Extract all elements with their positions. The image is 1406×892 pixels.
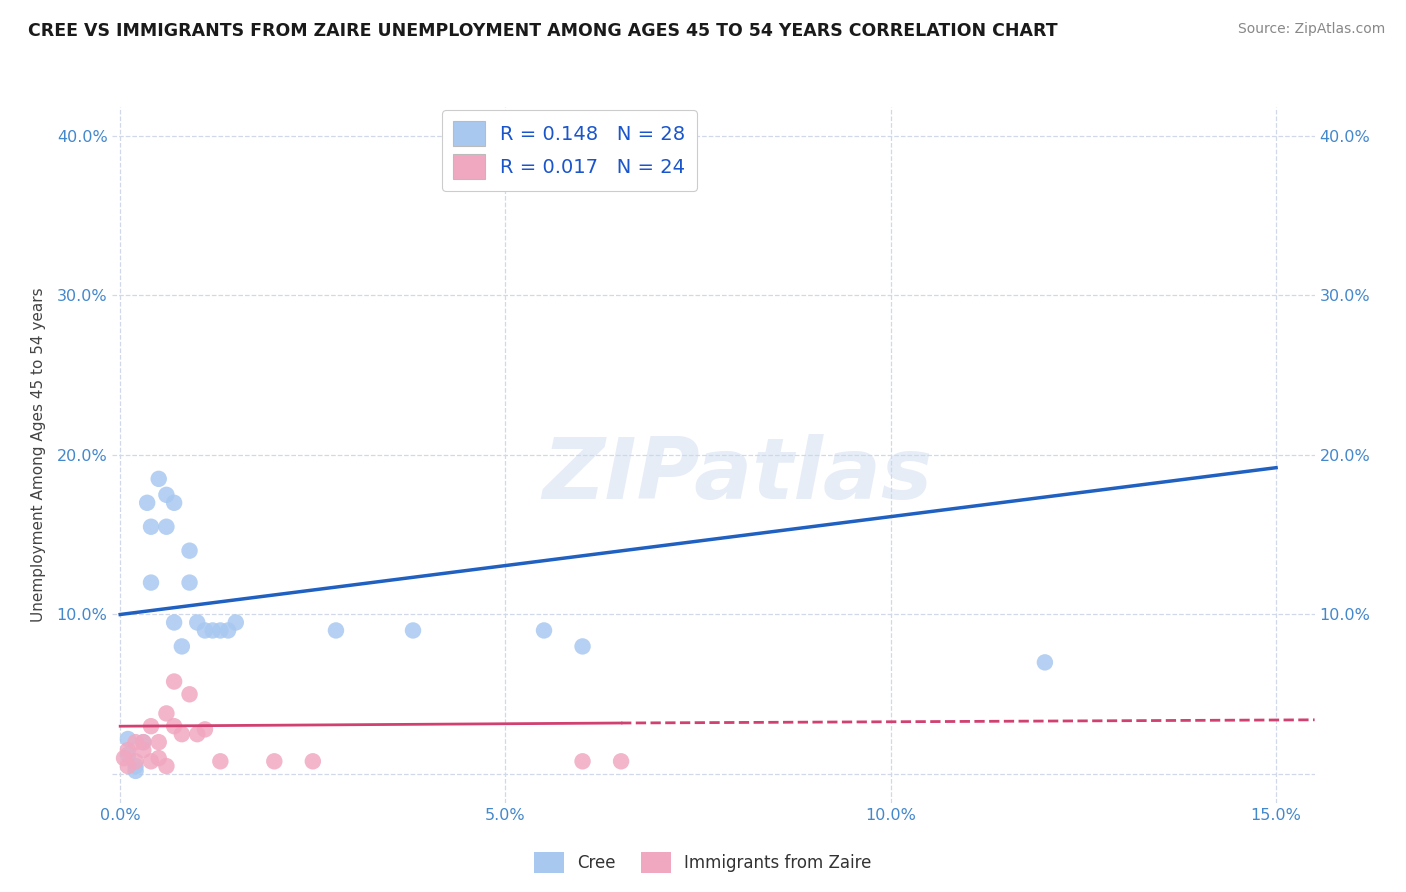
Point [571,754,593,768]
Point [179,575,201,590]
Point [301,754,323,768]
Text: ZIPatlas: ZIPatlas [543,434,932,517]
Point [136,496,159,510]
Point [124,735,146,749]
Point [163,615,186,630]
Point [117,731,139,746]
Point [179,543,201,558]
Point [148,472,170,486]
Point [124,754,146,768]
Point [139,575,162,590]
Point [170,640,193,654]
Legend: R = 0.148   N = 28, R = 0.017   N = 24: R = 0.148 N = 28, R = 0.017 N = 24 [441,110,697,191]
Legend: Cree, Immigrants from Zaire: Cree, Immigrants from Zaire [527,846,879,880]
Point [533,624,555,638]
Text: CREE VS IMMIGRANTS FROM ZAIRE UNEMPLOYMENT AMONG AGES 45 TO 54 YEARS CORRELATION: CREE VS IMMIGRANTS FROM ZAIRE UNEMPLOYME… [28,22,1057,40]
Point [225,615,247,630]
Point [263,754,285,768]
Point [194,624,217,638]
Point [124,764,146,778]
Point [163,719,186,733]
Point [194,723,217,737]
Point [139,719,162,733]
Point [148,751,170,765]
Point [209,624,232,638]
Point [155,759,177,773]
Point [325,624,347,638]
Point [217,624,239,638]
Point [186,615,208,630]
Point [124,759,146,773]
Point [139,520,162,534]
Point [112,751,135,765]
Point [155,706,177,721]
Point [117,743,139,757]
Point [201,624,224,638]
Point [155,520,177,534]
Point [117,759,139,773]
Point [610,754,633,768]
Point [170,727,193,741]
Point [132,735,155,749]
Point [163,674,186,689]
Point [186,727,208,741]
Point [117,747,139,762]
Point [179,687,201,701]
Point [155,488,177,502]
Point [402,624,425,638]
Point [571,640,593,654]
Point [1033,656,1056,670]
Point [132,743,155,757]
Point [209,754,232,768]
Point [139,754,162,768]
Y-axis label: Unemployment Among Ages 45 to 54 years: Unemployment Among Ages 45 to 54 years [31,287,45,623]
Point [163,496,186,510]
Text: Source: ZipAtlas.com: Source: ZipAtlas.com [1237,22,1385,37]
Point [610,145,633,159]
Point [132,735,155,749]
Point [148,735,170,749]
